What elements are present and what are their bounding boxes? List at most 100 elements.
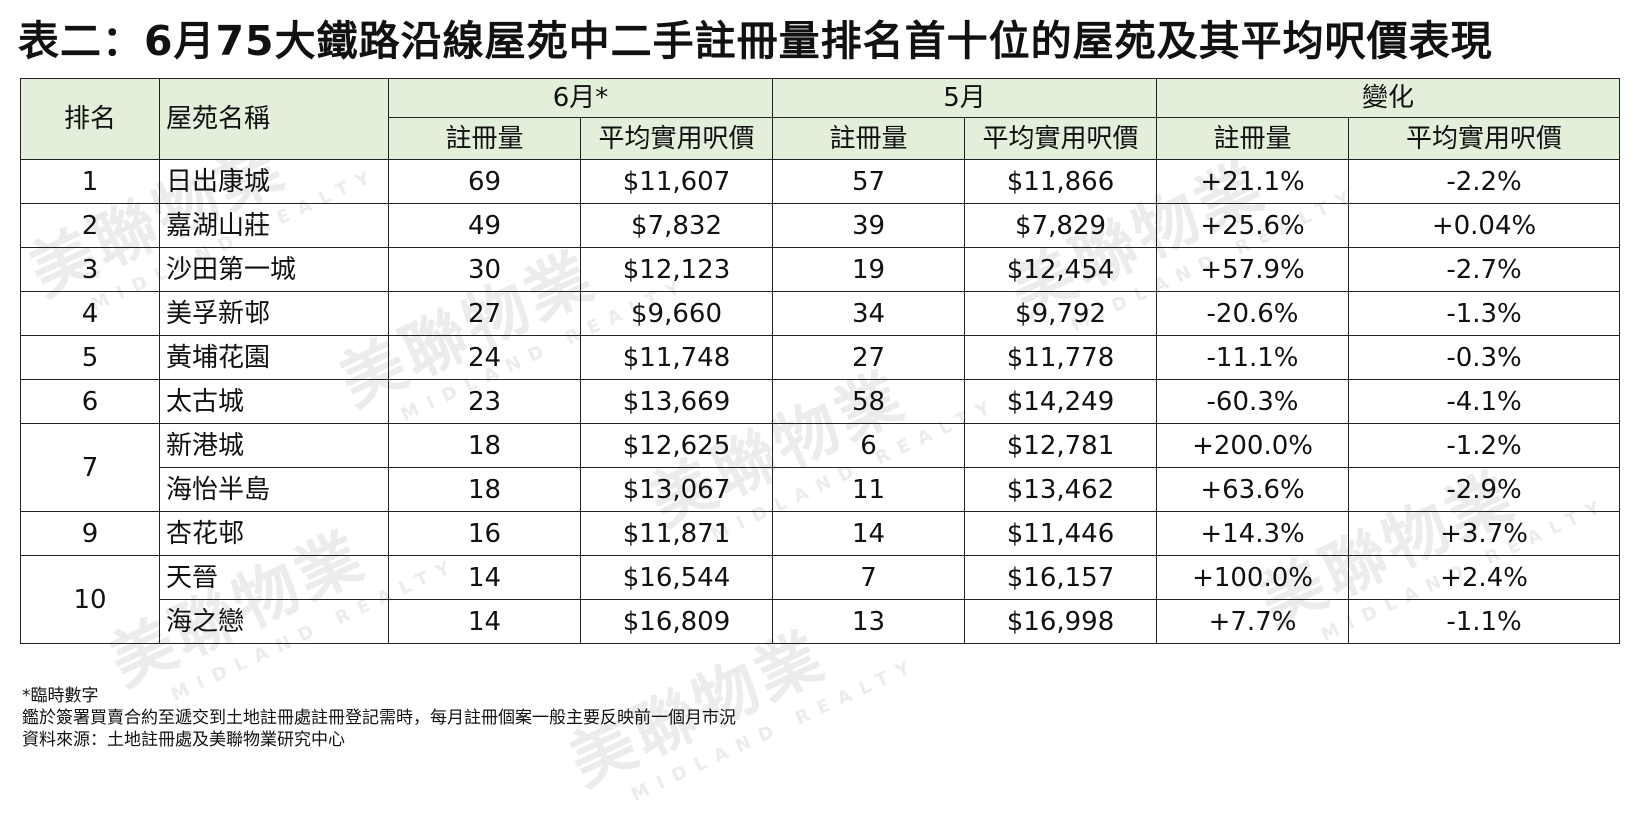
- may-reg-cell: 11: [772, 467, 966, 512]
- change-reg-cell: +25.6%: [1156, 203, 1350, 248]
- may-price-cell: $7,829: [964, 203, 1158, 248]
- change-price-cell: -2.2%: [1348, 159, 1621, 204]
- change-reg-cell: -11.1%: [1156, 335, 1350, 380]
- june-reg-cell: 23: [388, 379, 581, 424]
- header-may-price: 平均實用呎價: [964, 117, 1158, 160]
- june-reg-cell: 18: [388, 423, 581, 468]
- june-price-cell: $12,625: [579, 423, 774, 468]
- rank-cell: 3: [20, 247, 160, 292]
- rank-cell: 1: [20, 159, 160, 204]
- table-row: 9 杏花邨 16 $11,871 14 $11,446 +14.3% +3.7%: [20, 511, 1621, 556]
- header-change: 變化: [1156, 78, 1621, 118]
- ranking-table: 排名 屋苑名稱 6月* 5月 變化 註冊量 平均實用呎價 註冊量 平均實用呎價 …: [20, 78, 1621, 644]
- change-price-cell: -4.1%: [1348, 379, 1621, 424]
- june-price-cell: $7,832: [579, 203, 774, 248]
- may-reg-cell: 27: [772, 335, 966, 380]
- may-reg-cell: 6: [772, 423, 966, 468]
- header-rank: 排名: [20, 78, 160, 160]
- rank-cell: 4: [20, 291, 160, 336]
- may-price-cell: $9,792: [964, 291, 1158, 336]
- change-reg-cell: +21.1%: [1156, 159, 1350, 204]
- may-price-cell: $11,866: [964, 159, 1158, 204]
- estate-cell: 海之戀: [159, 599, 389, 644]
- rank-cell: 6: [20, 379, 160, 424]
- header-change-reg: 註冊量: [1156, 117, 1350, 160]
- may-reg-cell: 19: [772, 247, 966, 292]
- change-reg-cell: +100.0%: [1156, 555, 1350, 600]
- header-row-sub: 註冊量 平均實用呎價 註冊量 平均實用呎價 註冊量 平均實用呎價: [21, 117, 1621, 160]
- june-reg-cell: 30: [388, 247, 581, 292]
- may-reg-cell: 13: [772, 599, 966, 644]
- june-reg-cell: 16: [388, 511, 581, 556]
- header-june-price: 平均實用呎價: [579, 117, 774, 160]
- change-price-cell: -1.1%: [1348, 599, 1621, 644]
- estate-cell: 杏花邨: [159, 511, 389, 556]
- source-note: 資料來源：土地註冊處及美聯物業研究中心: [22, 730, 345, 750]
- june-price-cell: $9,660: [579, 291, 774, 336]
- june-price-cell: $16,809: [579, 599, 774, 644]
- may-price-cell: $13,462: [964, 467, 1158, 512]
- change-price-cell: -1.2%: [1348, 423, 1621, 468]
- table-row: 2 嘉湖山莊 49 $7,832 39 $7,829 +25.6% +0.04%: [20, 203, 1621, 248]
- table-row: 5 黃埔花園 24 $11,748 27 $11,778 -11.1% -0.3…: [20, 335, 1621, 380]
- change-price-cell: -1.3%: [1348, 291, 1621, 336]
- table-row: 3 沙田第一城 30 $12,123 19 $12,454 +57.9% -2.…: [20, 247, 1621, 292]
- estate-cell: 美孚新邨: [159, 291, 389, 336]
- june-reg-cell: 14: [388, 555, 581, 600]
- change-reg-cell: -60.3%: [1156, 379, 1350, 424]
- estate-cell: 日出康城: [159, 159, 389, 204]
- estate-cell: 太古城: [159, 379, 389, 424]
- may-price-cell: $14,249: [964, 379, 1158, 424]
- may-reg-cell: 58: [772, 379, 966, 424]
- may-reg-cell: 34: [772, 291, 966, 336]
- estate-cell: 沙田第一城: [159, 247, 389, 292]
- change-reg-cell: -20.6%: [1156, 291, 1350, 336]
- june-price-cell: $11,607: [579, 159, 774, 204]
- change-price-cell: -2.9%: [1348, 467, 1621, 512]
- june-price-cell: $13,669: [579, 379, 774, 424]
- june-price-cell: $13,067: [579, 467, 774, 512]
- may-reg-cell: 7: [772, 555, 966, 600]
- june-reg-cell: 69: [388, 159, 581, 204]
- june-reg-cell: 24: [388, 335, 581, 380]
- registration-note: 鑑於簽署買賣合約至遞交到土地註冊處註冊登記需時，每月註冊個案一般主要反映前一個月…: [22, 708, 736, 728]
- header-june-reg: 註冊量: [388, 117, 581, 160]
- change-reg-cell: +63.6%: [1156, 467, 1350, 512]
- change-price-cell: +3.7%: [1348, 511, 1621, 556]
- june-price-cell: $12,123: [579, 247, 774, 292]
- may-price-cell: $12,781: [964, 423, 1158, 468]
- table-row: 1 日出康城 69 $11,607 57 $11,866 +21.1% -2.2…: [20, 159, 1621, 204]
- june-price-cell: $11,748: [579, 335, 774, 380]
- table-row: 4 美孚新邨 27 $9,660 34 $9,792 -20.6% -1.3%: [20, 291, 1621, 336]
- change-price-cell: +2.4%: [1348, 555, 1621, 600]
- estate-cell: 嘉湖山莊: [159, 203, 389, 248]
- provisional-note: *臨時數字: [22, 686, 99, 706]
- table-row: 10 天晉 14 $16,544 7 $16,157 +100.0% +2.4%: [20, 555, 1621, 644]
- estate-cell: 新港城: [159, 423, 389, 468]
- rank-cell: 2: [20, 203, 160, 248]
- estate-cell: 天晉: [159, 555, 389, 600]
- change-reg-cell: +57.9%: [1156, 247, 1350, 292]
- change-reg-cell: +14.3%: [1156, 511, 1350, 556]
- rank-cell: 10: [20, 555, 160, 644]
- june-reg-cell: 27: [388, 291, 581, 336]
- rank-cell: 9: [20, 511, 160, 556]
- table-row: 海怡半島 18 $13,067 11 $13,462 +63.6% -2.9%: [21, 467, 1621, 512]
- change-reg-cell: +7.7%: [1156, 599, 1350, 644]
- rank-cell: 7: [20, 423, 160, 512]
- table-row: 海之戀 14 $16,809 13 $16,998 +7.7% -1.1%: [21, 599, 1621, 644]
- may-price-cell: $16,157: [964, 555, 1158, 600]
- june-reg-cell: 18: [388, 467, 581, 512]
- footnotes: *臨時數字 鑑於簽署買賣合約至遞交到土地註冊處註冊登記需時，每月註冊個案一般主要…: [22, 685, 736, 751]
- table-row: 6 太古城 23 $13,669 58 $14,249 -60.3% -4.1%: [20, 379, 1621, 424]
- estate-cell: 海怡半島: [159, 467, 389, 512]
- may-price-cell: $12,454: [964, 247, 1158, 292]
- rank-cell: 5: [20, 335, 160, 380]
- change-reg-cell: +200.0%: [1156, 423, 1350, 468]
- may-reg-cell: 39: [772, 203, 966, 248]
- header-may-reg: 註冊量: [772, 117, 966, 160]
- june-reg-cell: 49: [388, 203, 581, 248]
- may-price-cell: $11,778: [964, 335, 1158, 380]
- change-price-cell: +0.04%: [1348, 203, 1621, 248]
- estate-cell: 黃埔花園: [159, 335, 389, 380]
